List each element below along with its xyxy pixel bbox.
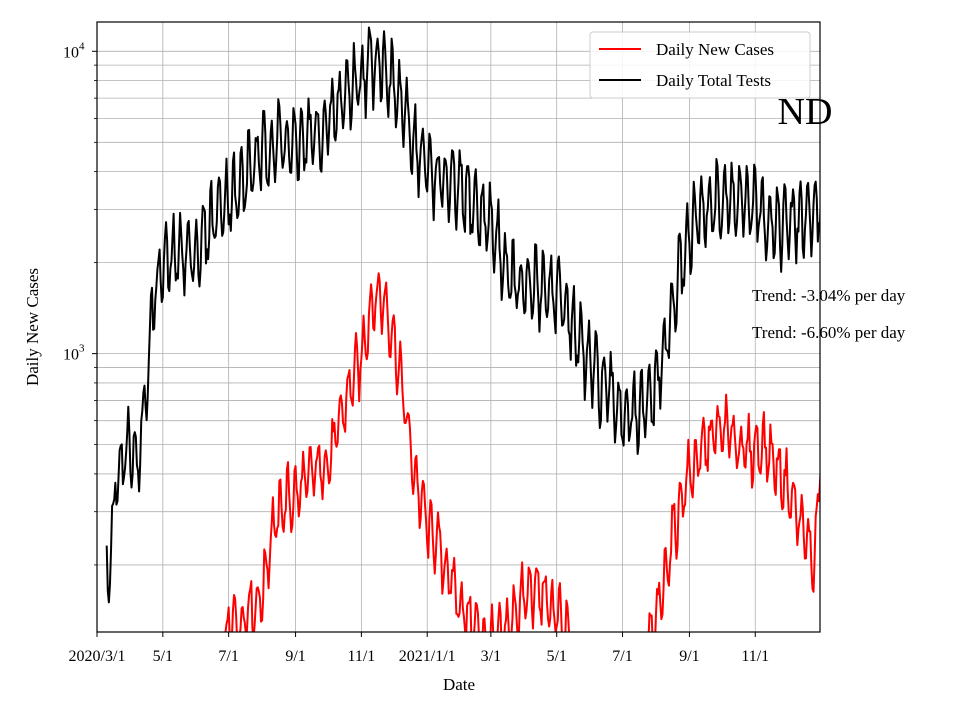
trend-annotation-cases: Trend: -3.04% per day — [752, 286, 906, 305]
x-tick-label: 3/1 — [481, 648, 501, 665]
y-tick-label: 104 — [63, 40, 85, 61]
plot-frame — [96, 21, 821, 633]
x-tick-label: 2020/3/1 — [69, 648, 126, 665]
x-tick-label: 9/1 — [285, 648, 305, 665]
daily-total-tests-line — [105, 26, 820, 604]
trend-annotation-tests: Trend: -6.60% per day — [752, 323, 906, 342]
x-tick-label: 7/1 — [218, 648, 238, 665]
legend-box — [589, 31, 811, 99]
legend: Daily New Cases Daily Total Tests — [589, 31, 811, 99]
x-tick-label: 7/1 — [612, 648, 632, 665]
y-tick-label: 103 — [63, 343, 85, 364]
x-tick-label: 2021/1/1 — [399, 648, 456, 665]
x-tick-label: 9/1 — [679, 648, 699, 665]
x-tick-label: 11/1 — [347, 648, 375, 665]
y-axis-ticks: 103 104 — [63, 40, 97, 566]
series-lines — [105, 26, 820, 632]
daily-new-cases-line — [647, 393, 820, 632]
x-tick-label: 11/1 — [741, 648, 769, 665]
x-tick-label: 5/1 — [153, 648, 173, 665]
y-axis-title: Daily New Cases — [23, 268, 42, 386]
daily-new-cases-line — [224, 272, 571, 632]
x-axis-title: Date — [443, 675, 475, 694]
legend-label-daily-new-cases: Daily New Cases — [656, 40, 774, 59]
x-tick-label: 5/1 — [546, 648, 566, 665]
x-axis-ticks: 2020/3/1 5/1 7/1 9/1 11/1 2021/1/1 3/1 5/1 7/1 9/… — [69, 632, 769, 665]
legend-label-daily-total-tests: Daily Total Tests — [656, 71, 771, 90]
plot-area — [105, 26, 820, 632]
